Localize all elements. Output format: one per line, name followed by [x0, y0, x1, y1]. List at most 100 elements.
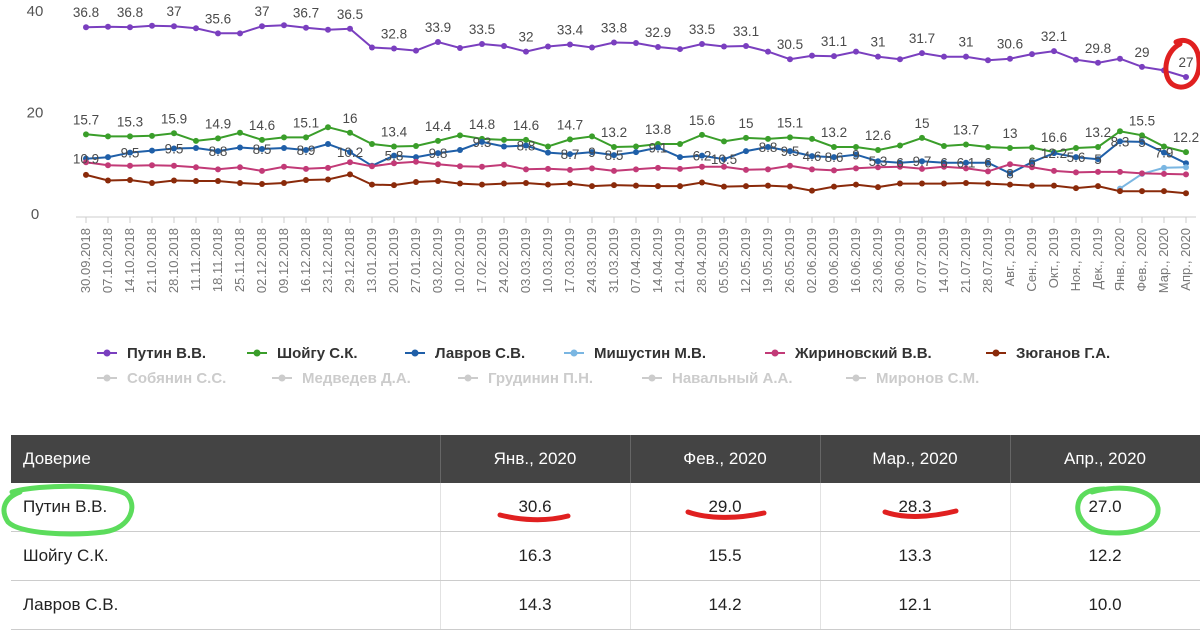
data-point[interactable]: [897, 56, 903, 63]
header-jan-2020[interactable]: Янв., 2020: [440, 435, 631, 483]
data-point[interactable]: [1029, 51, 1035, 58]
data-point[interactable]: [127, 176, 133, 183]
data-point[interactable]: [259, 136, 265, 143]
data-point[interactable]: [457, 132, 463, 139]
data-point[interactable]: [985, 57, 991, 64]
data-point[interactable]: [193, 145, 199, 152]
data-point[interactable]: [281, 22, 287, 29]
data-point[interactable]: [1095, 156, 1101, 163]
data-point[interactable]: [1007, 181, 1013, 188]
data-point[interactable]: [259, 167, 265, 174]
data-point[interactable]: [1051, 150, 1057, 157]
data-point[interactable]: [435, 38, 441, 45]
data-point[interactable]: [963, 141, 969, 148]
data-point[interactable]: [1095, 59, 1101, 66]
data-point[interactable]: [941, 53, 947, 60]
data-point[interactable]: [1073, 145, 1079, 152]
data-point[interactable]: [919, 165, 925, 172]
data-point[interactable]: [1117, 55, 1123, 62]
data-point[interactable]: [347, 25, 353, 32]
data-point[interactable]: [105, 23, 111, 30]
data-point[interactable]: [567, 41, 573, 48]
data-point[interactable]: [985, 144, 991, 151]
data-point[interactable]: [941, 142, 947, 149]
data-point[interactable]: [347, 129, 353, 136]
data-point[interactable]: [1029, 144, 1035, 151]
data-point[interactable]: [897, 163, 903, 170]
data-point[interactable]: [809, 153, 815, 160]
data-point[interactable]: [193, 25, 199, 32]
data-point[interactable]: [435, 150, 441, 157]
data-point[interactable]: [347, 171, 353, 178]
data-point[interactable]: [171, 177, 177, 184]
data-point[interactable]: [171, 162, 177, 169]
legend-item[interactable]: Шойгу С.К.: [247, 345, 358, 362]
data-point[interactable]: [787, 134, 793, 141]
data-point[interactable]: [325, 176, 331, 183]
data-point[interactable]: [633, 149, 639, 156]
data-point[interactable]: [413, 179, 419, 186]
data-point[interactable]: [1073, 154, 1079, 161]
data-point[interactable]: [611, 167, 617, 174]
data-point[interactable]: [941, 163, 947, 170]
data-point[interactable]: [1095, 168, 1101, 175]
data-point[interactable]: [853, 181, 859, 188]
data-point[interactable]: [831, 183, 837, 190]
data-point[interactable]: [457, 45, 463, 52]
legend-item[interactable]: Навальный А.А.: [642, 370, 793, 387]
data-point[interactable]: [545, 181, 551, 188]
data-point[interactable]: [743, 134, 749, 141]
data-point[interactable]: [765, 48, 771, 55]
data-point[interactable]: [237, 30, 243, 37]
data-point[interactable]: [633, 39, 639, 46]
data-point[interactable]: [391, 182, 397, 189]
data-point[interactable]: [1007, 55, 1013, 62]
data-point[interactable]: [545, 165, 551, 172]
data-point[interactable]: [919, 180, 925, 187]
data-point[interactable]: [985, 180, 991, 187]
data-point[interactable]: [853, 144, 859, 151]
data-point[interactable]: [237, 164, 243, 171]
data-point[interactable]: [149, 147, 155, 154]
data-point[interactable]: [479, 163, 485, 170]
data-point[interactable]: [1161, 67, 1167, 74]
data-point[interactable]: [699, 179, 705, 186]
data-point[interactable]: [787, 148, 793, 155]
legend-item[interactable]: Лавров С.В.: [405, 345, 525, 362]
data-point[interactable]: [193, 178, 199, 185]
legend-item[interactable]: Жириновский В.В.: [765, 345, 932, 362]
data-point[interactable]: [325, 164, 331, 171]
data-point[interactable]: [589, 133, 595, 140]
data-point[interactable]: [985, 168, 991, 175]
data-point[interactable]: [501, 161, 507, 168]
data-point[interactable]: [875, 53, 881, 60]
legend-item[interactable]: Грудинин П.Н.: [458, 370, 593, 387]
data-point[interactable]: [413, 47, 419, 54]
data-point[interactable]: [919, 158, 925, 165]
data-point[interactable]: [941, 180, 947, 187]
data-point[interactable]: [281, 134, 287, 141]
data-point[interactable]: [721, 163, 727, 170]
data-point[interactable]: [83, 171, 89, 178]
data-point[interactable]: [303, 24, 309, 31]
data-point[interactable]: [171, 23, 177, 30]
data-point[interactable]: [809, 52, 815, 59]
data-point[interactable]: [391, 45, 397, 52]
data-point[interactable]: [721, 156, 727, 163]
data-point[interactable]: [83, 24, 89, 31]
data-point[interactable]: [325, 26, 331, 33]
data-point[interactable]: [721, 183, 727, 190]
data-point[interactable]: [633, 182, 639, 189]
data-point[interactable]: [457, 163, 463, 170]
data-point[interactable]: [1161, 143, 1167, 150]
data-point[interactable]: [215, 135, 221, 142]
data-point[interactable]: [875, 147, 881, 154]
data-point[interactable]: [369, 163, 375, 170]
data-point[interactable]: [875, 158, 881, 165]
data-point[interactable]: [853, 165, 859, 172]
data-point[interactable]: [303, 165, 309, 172]
data-point[interactable]: [391, 160, 397, 167]
data-point[interactable]: [369, 44, 375, 51]
data-point[interactable]: [611, 144, 617, 151]
data-point[interactable]: [1117, 168, 1123, 175]
